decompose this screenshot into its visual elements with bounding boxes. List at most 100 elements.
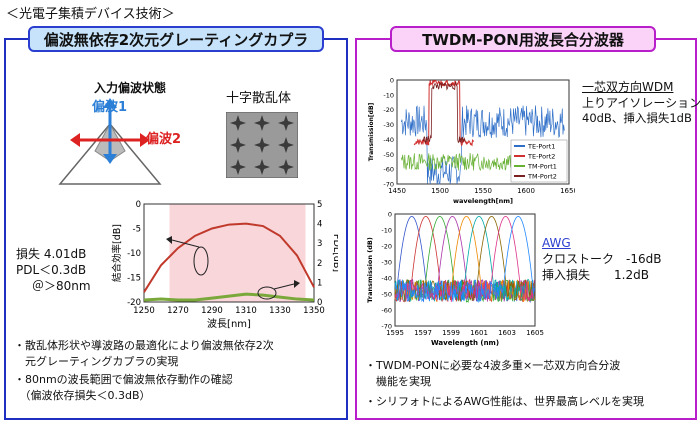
chart3-y-tick: 0 (388, 211, 392, 219)
polarization-diagram (58, 98, 162, 185)
scatterer-label: 十字散乱体 (226, 91, 292, 106)
right-bullet-3: ・シリフォトによるAWG性能は、世界最高レベルを実現 (365, 395, 644, 408)
chart3-x-tick: 1605 (526, 329, 544, 337)
chart2-legend-label: TM-Port1 (527, 163, 557, 171)
chart1-highlight (169, 204, 306, 302)
chart1-y-tick: 0 (136, 200, 141, 210)
scatterer-sem-image (226, 112, 298, 178)
chart1-y2-tick: 1 (317, 278, 322, 288)
chart2-y-tick: -10 (383, 91, 394, 99)
chart2-x-tick: 1500 (431, 187, 449, 195)
chart3-y-tick: -10 (381, 227, 392, 235)
chart3-channel-line (394, 216, 535, 303)
chart1-x-tick: 1310 (235, 306, 257, 316)
chart1-y-label: 結合効率[dB] (111, 224, 123, 282)
polarization-1-label: 偏波1 (92, 100, 128, 115)
chart1-x-tick: 1350 (303, 306, 325, 316)
wdm-isolation: 上りアイソレーション (582, 96, 700, 110)
page-title: ＜光電子集積デバイス技術＞ (6, 7, 175, 22)
chart1-curve-marker-right (257, 286, 277, 300)
chart1-pointer-right-head (294, 280, 300, 288)
chart1-series-line (143, 292, 315, 302)
left-bullet-4: （偏波依存損失＜0.3dB） (14, 389, 151, 402)
wavelength-range: ＠＞80nm (32, 279, 91, 293)
chart3-x-tick: 1595 (386, 329, 404, 337)
polarization-1-arrowhead-up (103, 98, 117, 108)
right-bullet-1: ・TWDM-PONに必要な4波多重×一芯双方向合分波 (365, 359, 621, 372)
wdm-loss: 40dB、挿入損失1dB (582, 111, 692, 125)
chart2-y-tick: 0 (390, 77, 394, 85)
chart3-y-tick: -50 (381, 291, 392, 299)
right-bullet-2: 機能を実現 (365, 375, 431, 388)
chart2-series-tm-port2 (422, 81, 466, 144)
polarization-2-label: 偏波2 (146, 132, 182, 147)
wdm-title: 一芯双方向WDM (582, 80, 674, 94)
awg-title: AWG (542, 236, 571, 250)
chart2-y-tick: -30 (383, 121, 394, 129)
awg-crosstalk: クロストーク -16dB (542, 252, 662, 266)
chart1-pointer-right (273, 283, 295, 290)
left-bullet-2: 元グレーティングカプラの実現 (14, 355, 179, 368)
chart2-x-tick: 1550 (474, 187, 492, 195)
chart1-y2-tick: 2 (317, 259, 322, 269)
chart1-y-tick: -20 (127, 298, 141, 308)
chart3-x-tick: 1603 (498, 329, 516, 337)
chart1-y2-tick: 5 (317, 200, 322, 210)
chart2-legend-label: TE-Port1 (527, 143, 555, 151)
chart2-y-tick: -20 (383, 106, 394, 114)
chart3-x-tick: 1597 (414, 329, 432, 337)
chart2-legend-label: TM-Port2 (527, 173, 557, 181)
chart3-y-tick: -60 (381, 307, 392, 315)
chart3-y-tick: -40 (381, 275, 392, 283)
chart2-legend-label: TE-Port2 (527, 153, 555, 161)
awg-insertion-loss: 挿入損失 1.2dB (542, 268, 649, 282)
pdl-value: PDL＜0.3dB (16, 263, 87, 277)
chart1-curve-marker-left (193, 246, 209, 276)
chart1-x-tick: 1290 (201, 306, 223, 316)
chart1-y2-tick: 0 (317, 298, 322, 308)
left-panel-header: 偏波無依存2次元グレーティングカプラ (28, 26, 324, 52)
polarization-2-arrowhead-left (70, 133, 80, 147)
chart1-x-label: 波長[nm] (207, 317, 251, 330)
chart1-pointer-left (171, 239, 200, 248)
left-bullet-3: ・80nmの波長範囲で偏波無依存動作の確認 (14, 373, 233, 386)
coupling-efficiency-chart: 1250 1270 1290 1310 1330 13500-5-10-15-205432… (111, 200, 338, 330)
input-polarization-label: 入力偏波状態 (94, 81, 167, 95)
chart2-series-te-port1 (400, 105, 565, 185)
chart3-y-tick: -30 (381, 259, 392, 267)
chart1-y2-label: PDL[dB] (331, 234, 338, 272)
chart2-y-tick: -40 (383, 136, 394, 144)
chart1-pointer-left-head (166, 236, 172, 244)
chart1-series-line (143, 222, 315, 293)
right-panel-header: TWDM-PON用波長合分波器 (390, 26, 656, 52)
chart1-y-tick: -15 (127, 274, 141, 284)
chart2-x-tick: 1650 (560, 187, 575, 195)
polarization-2-arrowhead-right (140, 133, 150, 147)
chart1-y-tick: -10 (127, 249, 141, 259)
chart2-x-tick: 1450 (388, 187, 406, 195)
chart1-x-tick: 1250 (133, 306, 155, 316)
chart3-x-tick: 1601 (470, 329, 488, 337)
chart1-frame (143, 203, 315, 303)
chart3-x-tick: 1599 (442, 329, 460, 337)
chart2-y-label: Transmission[dB] (368, 102, 375, 161)
chart1-y2-tick: 4 (317, 220, 322, 230)
chart2-y-tick: -70 (383, 181, 394, 189)
chart3-channel-line (394, 216, 535, 302)
chart1-y-tick: -5 (133, 225, 141, 235)
chart3-x-label: Wavelength (nm) (431, 339, 499, 347)
loss-value: 損失 4.01dB (16, 247, 87, 261)
chart3-y-tick: -20 (381, 243, 392, 251)
chart2-x-tick: 1600 (517, 187, 535, 195)
chart3-y-tick: -70 (381, 323, 392, 331)
chart2-y-tick: -50 (383, 151, 394, 159)
chart2-x-label: wavelength[nm] (453, 197, 513, 205)
left-bullet-1: ・散乱体形状や導波路の最適化により偏波無依存2次 (14, 339, 274, 352)
chart2-y-tick: -60 (383, 166, 394, 174)
chart1-x-tick: 1270 (167, 306, 189, 316)
chart3-y-label: Transmission (dB) (366, 237, 374, 303)
chart1-x-tick: 1330 (269, 306, 291, 316)
coupler-edge-left (58, 122, 162, 185)
